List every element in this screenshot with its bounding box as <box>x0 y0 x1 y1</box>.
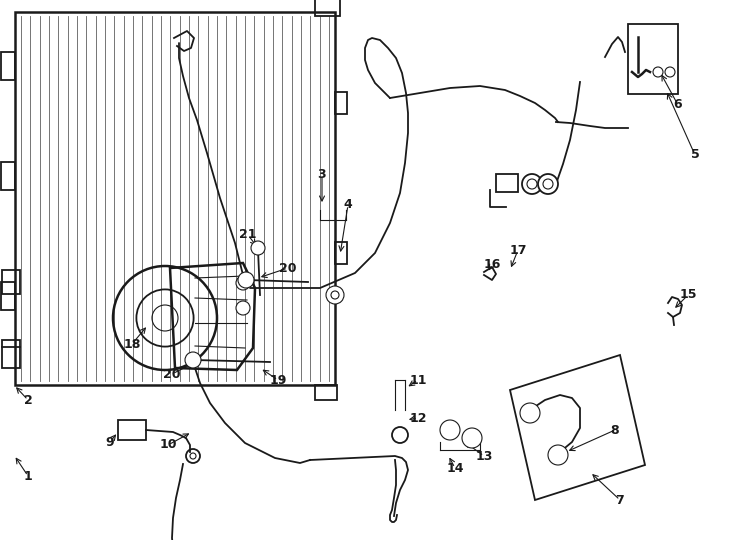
Circle shape <box>520 403 540 423</box>
Text: 16: 16 <box>483 259 501 272</box>
Circle shape <box>440 420 460 440</box>
Bar <box>335 242 347 264</box>
Bar <box>315 385 337 400</box>
Circle shape <box>251 241 265 255</box>
Circle shape <box>522 174 542 194</box>
Text: 9: 9 <box>106 435 115 449</box>
Text: 3: 3 <box>318 168 327 181</box>
Bar <box>628 24 678 94</box>
Text: 13: 13 <box>476 449 493 462</box>
Text: 2: 2 <box>23 394 32 407</box>
Text: 6: 6 <box>674 98 683 111</box>
Text: 10: 10 <box>159 438 177 451</box>
Bar <box>1 52 15 80</box>
Text: 12: 12 <box>410 411 426 424</box>
Bar <box>1 162 15 190</box>
Bar <box>2 270 20 294</box>
Text: 17: 17 <box>509 244 527 256</box>
Circle shape <box>236 276 250 290</box>
Text: 21: 21 <box>239 228 257 241</box>
Bar <box>15 12 335 385</box>
Text: 19: 19 <box>269 374 287 387</box>
Circle shape <box>538 174 558 194</box>
Text: 4: 4 <box>344 199 352 212</box>
Bar <box>2 340 20 368</box>
Circle shape <box>462 428 482 448</box>
Text: 7: 7 <box>616 494 625 507</box>
Bar <box>118 420 146 440</box>
Text: 11: 11 <box>410 374 426 387</box>
Text: 18: 18 <box>123 338 141 350</box>
Circle shape <box>185 352 201 368</box>
Circle shape <box>326 286 344 304</box>
Bar <box>496 174 518 192</box>
Text: 14: 14 <box>446 462 464 475</box>
Bar <box>335 92 347 114</box>
Text: 8: 8 <box>611 423 619 436</box>
Circle shape <box>238 272 254 288</box>
Bar <box>1 282 15 310</box>
Text: 20: 20 <box>279 261 297 274</box>
Bar <box>315 0 340 16</box>
Text: 15: 15 <box>679 288 697 301</box>
Circle shape <box>236 301 250 315</box>
Text: 1: 1 <box>23 469 32 483</box>
Text: 20: 20 <box>163 368 181 381</box>
Circle shape <box>548 445 568 465</box>
Text: 5: 5 <box>691 148 700 161</box>
